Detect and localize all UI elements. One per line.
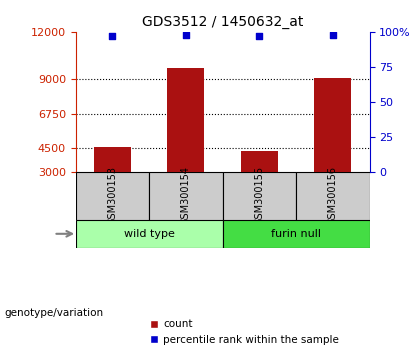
Text: furin null: furin null	[271, 229, 321, 239]
FancyBboxPatch shape	[296, 172, 370, 220]
FancyBboxPatch shape	[76, 220, 223, 248]
Point	[109, 33, 116, 39]
FancyBboxPatch shape	[223, 172, 296, 220]
Text: wild type: wild type	[123, 229, 175, 239]
Bar	[241, 151, 278, 172]
Text: GSM300153: GSM300153	[108, 166, 117, 225]
Text: GSM300154: GSM300154	[181, 166, 191, 225]
Text: GSM300155: GSM300155	[255, 166, 264, 225]
Point	[330, 32, 336, 38]
Text: GSM300156: GSM300156	[328, 166, 338, 225]
Point	[182, 32, 189, 38]
Legend: count, percentile rank within the sample: count, percentile rank within the sample	[144, 315, 343, 349]
Bar	[315, 78, 351, 172]
Point	[256, 33, 263, 39]
Text: genotype/variation: genotype/variation	[4, 308, 103, 318]
Title: GDS3512 / 1450632_at: GDS3512 / 1450632_at	[142, 16, 303, 29]
Bar	[94, 147, 131, 172]
Bar	[168, 68, 204, 172]
FancyBboxPatch shape	[223, 220, 370, 248]
FancyBboxPatch shape	[76, 172, 149, 220]
FancyBboxPatch shape	[149, 172, 223, 220]
